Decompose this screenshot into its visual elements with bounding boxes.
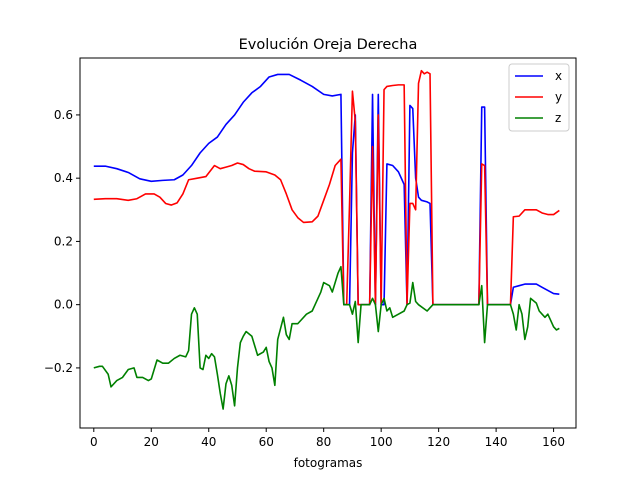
- x-tick-label: 0: [90, 435, 98, 449]
- x-tick-label: 140: [485, 435, 508, 449]
- chart-title: Evolución Oreja Derecha: [239, 37, 418, 53]
- y-tick-label: 0.6: [54, 108, 73, 122]
- x-tick-label: 160: [542, 435, 565, 449]
- y-axis: −0.2 0.0 0.2 0.4 0.6: [44, 108, 80, 375]
- y-tick-label: 0.0: [54, 298, 73, 312]
- y-tick-label: −0.2: [44, 361, 73, 375]
- x-axis: 0 20 40 60 80 100 120 140 160: [90, 428, 565, 449]
- legend-label-y: y: [555, 90, 562, 104]
- x-tick-label: 100: [370, 435, 393, 449]
- series-layer: [93, 69, 560, 410]
- x-axis-label: fotogramas: [294, 456, 363, 470]
- y-tick-label: 0.2: [54, 234, 73, 248]
- x-tick-label: 80: [316, 435, 331, 449]
- legend: xyz: [508, 63, 570, 132]
- x-tick-label: 120: [427, 435, 450, 449]
- series-line-z: [93, 265, 560, 410]
- x-tick-label: 20: [144, 435, 159, 449]
- legend-label-x: x: [555, 69, 562, 83]
- plot-frame: [79, 57, 577, 429]
- y-tick-label: 0.4: [54, 171, 73, 185]
- x-tick-label: 60: [259, 435, 274, 449]
- x-tick-label: 40: [201, 435, 216, 449]
- legend-label-z: z: [555, 111, 561, 125]
